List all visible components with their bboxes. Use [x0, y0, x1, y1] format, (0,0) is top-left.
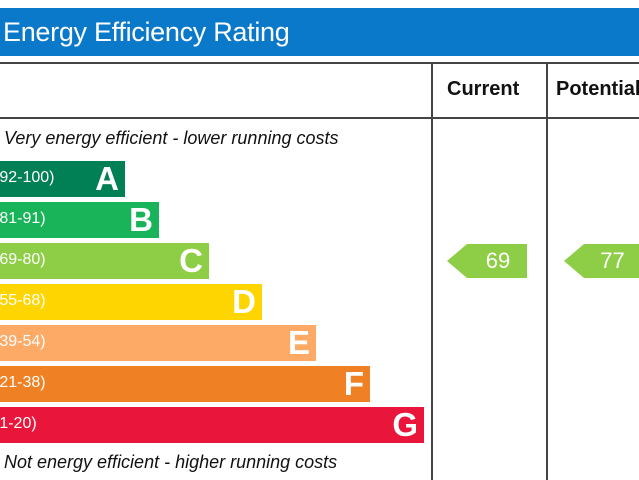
column-divider-left — [431, 62, 433, 480]
band-range-label: (21-38) — [0, 374, 46, 391]
band-range-label: (1-20) — [0, 415, 37, 432]
band-range-label: (69-80) — [0, 251, 46, 268]
caption-top: Very energy efficient - lower running co… — [4, 128, 339, 148]
band-letter: A — [95, 160, 119, 197]
caption-bottom: Not energy efficient - higher running co… — [4, 452, 338, 472]
current-rating-arrow: 69 — [447, 244, 527, 278]
current-rating-value: 69 — [485, 248, 511, 273]
band-a: (92-100) A — [0, 161, 125, 197]
current-arrow-shape — [447, 244, 527, 278]
table-top-border — [0, 62, 639, 64]
band-letter: F — [343, 365, 364, 402]
band-range-label: (39-54) — [0, 333, 46, 350]
band-g: (1-20) G — [0, 407, 424, 443]
potential-arrow-shape — [564, 244, 639, 278]
band-f: (21-38) F — [0, 366, 370, 402]
band-b: (81-91) B — [0, 202, 159, 238]
band-letter: C — [179, 242, 203, 279]
band-d: (55-68) D — [0, 284, 262, 320]
band-range-label: (92-100) — [0, 169, 55, 186]
header-bar: Energy Efficiency Rating — [0, 8, 639, 56]
band-letter: D — [232, 283, 256, 320]
page-title: Energy Efficiency Rating — [3, 17, 290, 47]
band-letter: E — [287, 324, 310, 361]
column-header-current: Current — [447, 78, 520, 100]
band-c: (69-80) C — [0, 243, 209, 279]
column-divider-right — [546, 62, 548, 480]
band-letter: G — [392, 406, 418, 443]
band-e: (39-54) E — [0, 325, 316, 361]
band-range-label: (81-91) — [0, 210, 46, 227]
band-range-label: (55-68) — [0, 292, 46, 309]
potential-rating-value: 77 — [600, 248, 625, 273]
potential-rating-arrow: 77 — [564, 244, 639, 278]
header-row-divider — [0, 117, 639, 119]
band-letter: B — [129, 201, 153, 238]
column-header-potential: Potential — [556, 78, 639, 100]
